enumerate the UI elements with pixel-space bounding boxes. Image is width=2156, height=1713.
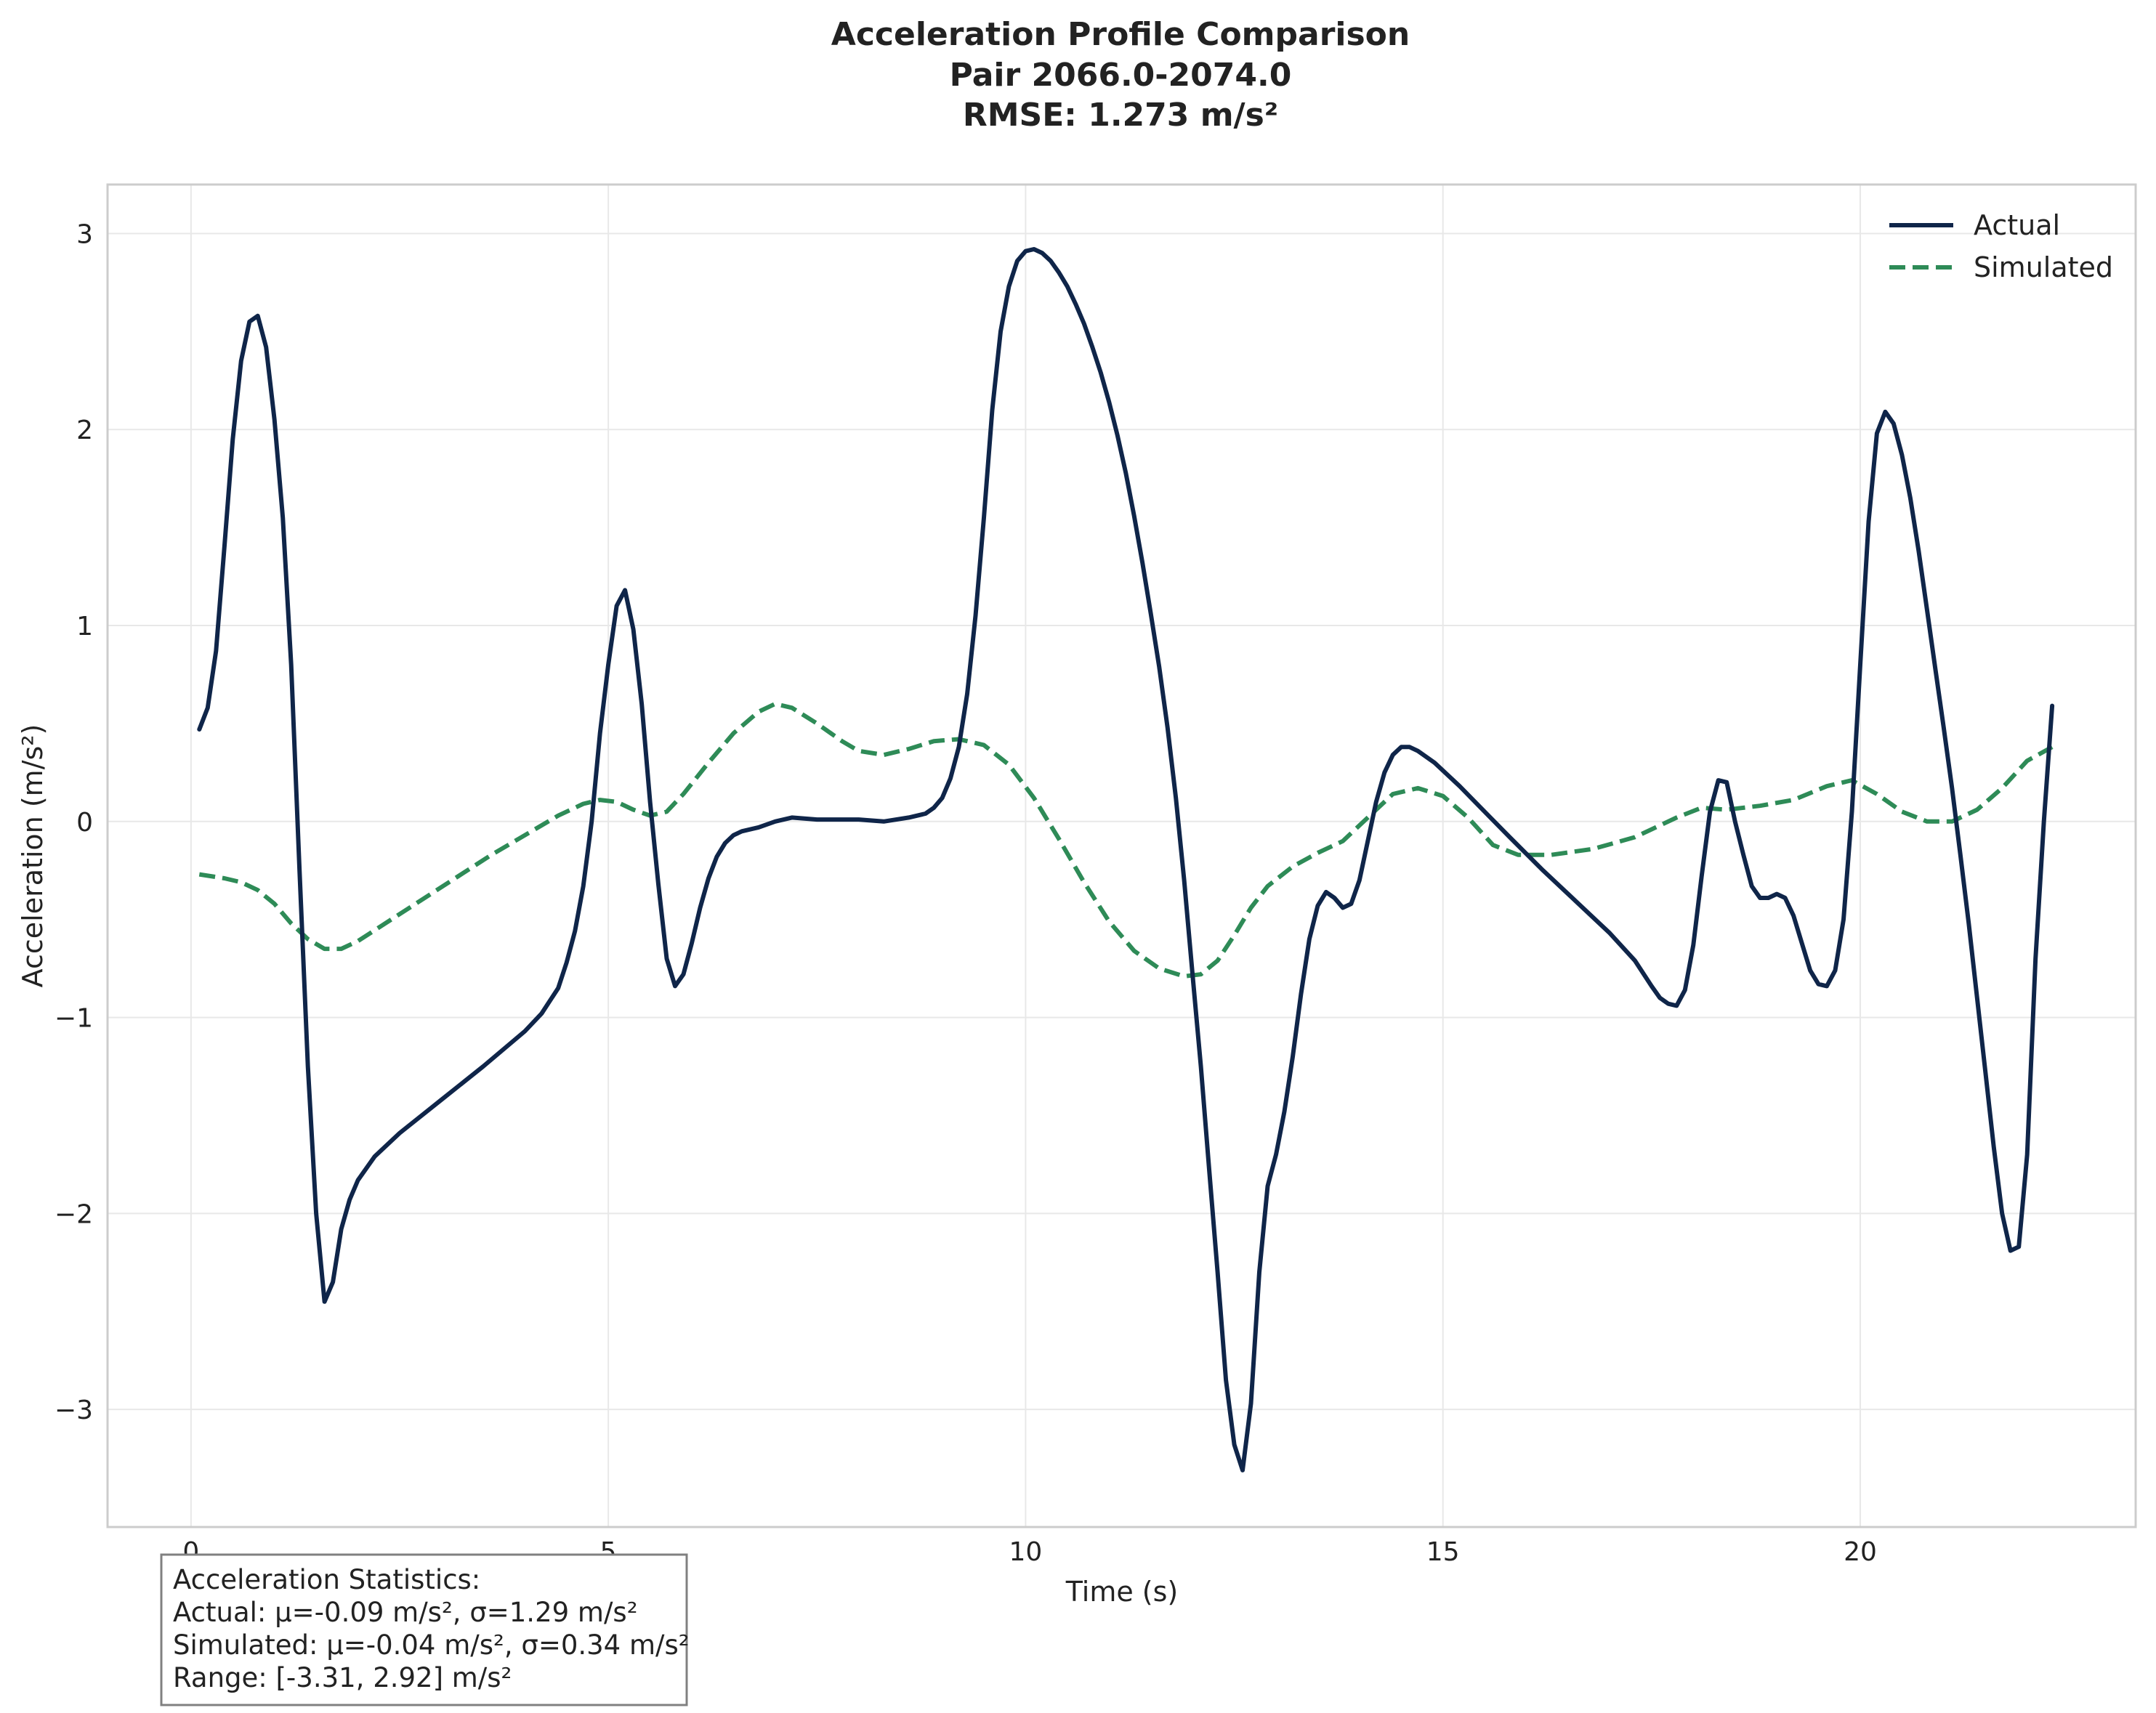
statistics-simulated: Simulated: μ=-0.04 m/s², σ=0.34 m/s² — [173, 1629, 690, 1661]
y-axis-ticks: 3 2 1 0 −1 −2 −3 — [54, 219, 93, 1425]
statistics-range: Range: [-3.31, 2.92] m/s² — [173, 1662, 512, 1693]
y-tick-label: 0 — [76, 808, 93, 838]
x-tick-label: 15 — [1426, 1537, 1460, 1567]
y-tick-label: −1 — [54, 1004, 93, 1034]
y-axis-label: Acceleration (m/s²) — [17, 724, 49, 988]
y-tick-label: 3 — [76, 219, 93, 249]
grid — [108, 185, 2136, 1527]
plot-area-frame — [106, 183, 2137, 1528]
chart-title-line-1: Acceleration Profile Comparison — [831, 16, 1410, 53]
y-tick-label: −3 — [54, 1396, 93, 1425]
chart-title-line-2: Pair 2066.0-2074.0 — [950, 57, 1292, 94]
y-tick-label: 1 — [76, 612, 93, 641]
statistics-heading: Acceleration Statistics: — [173, 1564, 480, 1595]
y-tick-label: −2 — [54, 1199, 93, 1229]
y-tick-label: 2 — [76, 416, 93, 445]
series-line-actual — [197, 247, 2055, 1473]
x-tick-label: 20 — [1844, 1537, 1877, 1567]
legend: Actual Simulated — [1889, 209, 2113, 283]
statistics-actual: Actual: μ=-0.09 m/s², σ=1.29 m/s² — [173, 1597, 638, 1628]
x-axis-label: Time (s) — [1065, 1576, 1179, 1608]
series-layer — [197, 247, 2055, 1473]
statistics-box: Acceleration Statistics: Actual: μ=-0.09… — [160, 1553, 690, 1706]
x-tick-label: 10 — [1009, 1537, 1043, 1567]
legend-label-actual: Actual — [1974, 209, 2060, 241]
statistics-box-frame — [160, 1553, 688, 1706]
chart-title-line-3: RMSE: 1.273 m/s² — [963, 97, 1278, 134]
legend-label-simulated: Simulated — [1974, 251, 2113, 283]
